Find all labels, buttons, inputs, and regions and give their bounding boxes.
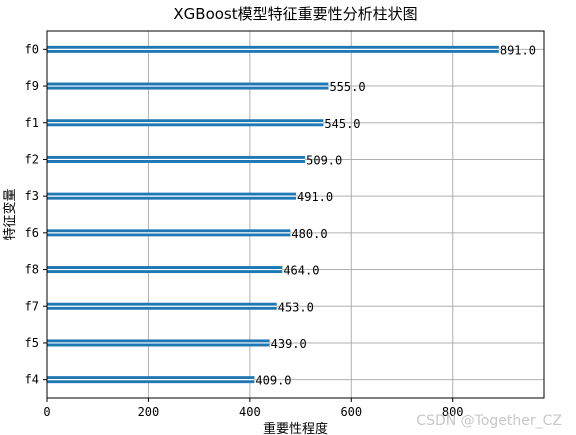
data-label-f3: 491.0 (297, 190, 333, 204)
x-axis-ticks: 0 200 400 600 800 (43, 398, 464, 419)
data-label-f6: 480.0 (291, 227, 327, 241)
watermark: CSDN @Together_CZ (416, 413, 562, 429)
y-tick-label-f4: f4 (25, 373, 39, 387)
x-tick-label: 600 (340, 405, 362, 419)
plot-frame (46, 30, 545, 399)
bars (47, 45, 499, 384)
data-label-f0: 891.0 (500, 43, 536, 57)
data-labels: 891.0 555.0 545.0 509.0 491.0 480.0 464.0 453.0… (255, 43, 536, 387)
data-label-f5: 439.0 (271, 337, 307, 351)
data-label-f9: 555.0 (329, 80, 365, 94)
data-label-f4: 409.0 (255, 374, 291, 388)
y-tick-label-f5: f5 (25, 336, 39, 350)
y-tick-label-f0: f0 (25, 42, 39, 56)
x-tick-label: 0 (43, 405, 50, 419)
x-axis-label: 重要性程度 (263, 421, 328, 435)
y-tick-label-f8: f8 (25, 263, 39, 277)
y-tick-label-f2: f2 (25, 152, 39, 166)
data-label-f1: 545.0 (324, 117, 360, 131)
chart-title: XGBoost模型特征重要性分析柱状图 (173, 5, 417, 23)
y-axis-ticks: f0 f9 f1 f2 f3 f6 f8 f7 f5 f4 (25, 42, 47, 387)
y-tick-label-f9: f9 (25, 79, 39, 93)
y-axis-label: 特征变量 (2, 188, 18, 240)
data-label-f8: 464.0 (283, 264, 319, 278)
y-tick-label-f3: f3 (25, 189, 39, 203)
y-tick-label-f1: f1 (25, 116, 39, 130)
data-label-f2: 509.0 (306, 153, 342, 167)
x-tick-label: 400 (239, 405, 261, 419)
y-tick-label-f7: f7 (25, 299, 39, 313)
x-tick-label: 800 (442, 405, 464, 419)
data-label-f7: 453.0 (278, 300, 314, 314)
x-tick-label: 200 (138, 405, 160, 419)
y-tick-label-f6: f6 (25, 226, 39, 240)
